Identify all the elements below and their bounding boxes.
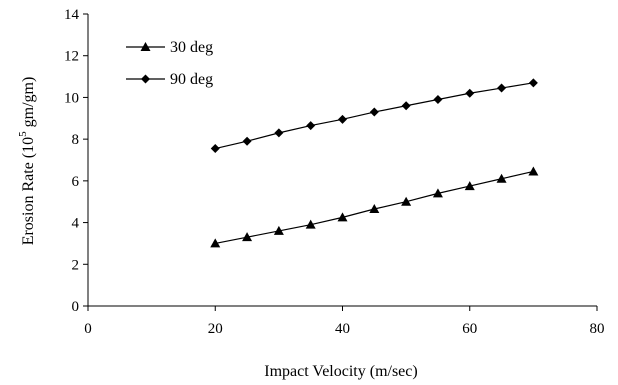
x-tick-label: 60	[462, 321, 477, 337]
x-axis-title: Impact Velocity (m/sec)	[264, 363, 417, 380]
y-axis-title-superscript: 5	[17, 131, 29, 137]
data-point-triangle	[496, 173, 507, 183]
x-tick-label: 0	[84, 321, 92, 337]
y-tick-label: 6	[72, 174, 80, 190]
data-point-diamond	[338, 114, 347, 124]
data-point-diamond	[242, 136, 252, 146]
data-point-triangle	[242, 232, 253, 242]
y-axis-title-prefix: Erosion Rate (10	[20, 137, 37, 245]
legend-marker-triangle	[140, 42, 151, 51]
data-point-diamond	[497, 83, 507, 93]
y-tick-label: 10	[64, 90, 79, 106]
y-axis-title-suffix: gm/gm)	[20, 77, 37, 132]
series-layer	[210, 78, 539, 248]
data-point-diamond	[465, 88, 475, 98]
y-axis-title: Erosion Rate (105 gm/gm)	[17, 77, 37, 246]
series-triangle	[210, 166, 539, 248]
data-point-diamond	[528, 78, 538, 88]
data-point-triangle	[464, 181, 475, 191]
x-axis: 0 20 40 60 80	[84, 305, 605, 337]
data-point-triangle	[305, 219, 316, 229]
data-point-diamond	[369, 107, 379, 117]
data-point-triangle	[369, 204, 380, 214]
x-tick-label: 20	[208, 321, 223, 337]
y-tick-label: 14	[64, 7, 80, 23]
y-tick-label: 0	[72, 299, 80, 315]
legend-marker-diamond	[141, 74, 150, 84]
y-tick-label: 4	[72, 216, 80, 232]
data-point-diamond	[306, 121, 316, 131]
data-point-diamond	[433, 95, 443, 105]
legend-item: 30 deg	[126, 39, 213, 56]
y-axis: 0 2 4 6 8 10 12 14	[64, 7, 89, 315]
data-point-triangle	[273, 225, 284, 235]
data-point-diamond	[274, 128, 284, 138]
x-tick-label: 40	[335, 321, 350, 337]
legend-label: 90 deg	[170, 71, 213, 88]
y-tick-label: 8	[72, 132, 80, 148]
x-tick-label: 80	[590, 321, 605, 337]
data-point-triangle	[528, 166, 539, 176]
legend-item: 90 deg	[126, 71, 213, 88]
legend: 30 deg 90 deg	[126, 39, 213, 88]
data-point-triangle	[432, 188, 443, 198]
series-diamond	[210, 78, 538, 154]
data-point-diamond	[210, 144, 220, 154]
y-tick-label: 12	[64, 49, 79, 65]
data-point-triangle	[210, 238, 221, 248]
y-tick-label: 2	[72, 257, 80, 273]
data-point-triangle	[337, 212, 348, 222]
data-point-diamond	[401, 101, 411, 111]
data-point-triangle	[401, 196, 412, 206]
legend-label: 30 deg	[170, 39, 213, 56]
